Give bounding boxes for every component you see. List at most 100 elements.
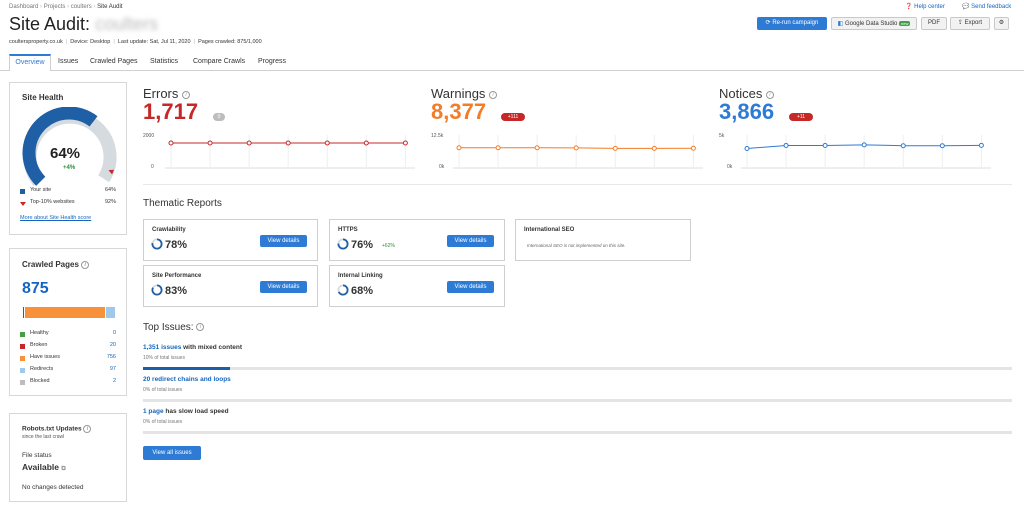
site-health-title: Site Health: [22, 93, 64, 102]
legend-your-site: Your site 64%: [20, 187, 116, 197]
legend-swatch: [20, 332, 25, 337]
chart-point: [573, 145, 579, 151]
google-data-studio-button[interactable]: ◧ Google Data Studio new: [831, 17, 917, 30]
metric-0-axis-bottom: 0: [151, 164, 154, 170]
metric-1-delta-badge: +111: [501, 113, 525, 121]
https-ring: [337, 238, 349, 250]
metric-0-delta-badge: 0: [213, 113, 225, 121]
chart-point: [207, 140, 213, 146]
site-health-panel: Site Health 64% +4% Your site 64% Top-10…: [9, 82, 127, 235]
tab-compare-crawls[interactable]: Compare Crawls: [193, 58, 246, 65]
crawlability-ring: [151, 238, 163, 250]
metrics-divider: [143, 184, 1012, 185]
crawled-pages-bar: [22, 307, 116, 318]
bar-segment-broken[interactable]: [22, 307, 25, 318]
robots-changes: No changes detected: [22, 484, 84, 491]
breadcrumb-projects[interactable]: Projects: [43, 4, 66, 10]
chart-point: [285, 140, 291, 146]
info-icon[interactable]: i: [765, 90, 774, 99]
gauge-fill: [22, 107, 98, 186]
report-international-seo: International SEO International SEO is n…: [515, 219, 691, 261]
top10-marker: [108, 169, 115, 175]
internal-linking-ring: [337, 284, 349, 296]
info-icon[interactable]: i: [196, 323, 205, 332]
issue-redirect-chains-link[interactable]: 20 redirect chains and loops: [143, 376, 231, 383]
breadcrumb-site-audit: Site Audit: [97, 4, 123, 10]
settings-button[interactable]: ⚙: [994, 17, 1009, 30]
metric-2-chart: [741, 135, 991, 169]
triangle-down-icon: [20, 202, 26, 206]
info-icon[interactable]: i: [489, 90, 498, 99]
metric-1-axis-top: 12.5k: [431, 133, 444, 139]
legend-redirects: Redirects 97: [20, 366, 116, 376]
metric-2-value[interactable]: 3,866: [719, 99, 775, 124]
metric-1-value[interactable]: 8,377: [431, 99, 487, 124]
legend-swatch: [20, 380, 25, 385]
bar-segment-redirects[interactable]: [104, 307, 115, 318]
info-icon[interactable]: i: [182, 90, 191, 99]
issue-slow-load: 1 page has slow load speed: [143, 408, 229, 415]
new-badge: new: [899, 21, 911, 26]
site-performance-view-details-button[interactable]: View details: [260, 281, 307, 293]
send-feedback-link[interactable]: 💬 Send feedback: [962, 4, 1012, 10]
chart-point: [612, 145, 618, 151]
https-delta: +62%: [382, 243, 395, 249]
report-crawlability: Crawlability 78% View details: [143, 219, 318, 261]
pages-crawled: Pages crawled: 875/1,000: [198, 39, 262, 45]
chart-point: [861, 142, 867, 148]
view-all-issues-button[interactable]: View all issues: [143, 446, 201, 460]
tab-statistics[interactable]: Statistics: [150, 58, 179, 65]
report-https: HTTPS 76% +62% View details: [329, 219, 505, 261]
info-icon[interactable]: i: [83, 425, 92, 433]
crawled-pages-total[interactable]: 875: [22, 280, 49, 297]
project-name: coulters: [95, 14, 159, 34]
legend-healthy: Healthy 0: [20, 330, 116, 340]
device: Device: Desktop: [70, 39, 111, 45]
legend-swatch: [20, 344, 25, 349]
top-issues-title: Top Issues: i: [143, 322, 205, 333]
breadcrumb-coulters[interactable]: coulters: [70, 4, 92, 10]
metric-2-axis-top: 5k: [719, 133, 725, 139]
help-center-link[interactable]: ❓ Help center: [905, 4, 945, 10]
robots-panel: Robots.txt Updates i since the last craw…: [9, 413, 127, 502]
issue-slow-load-bar: [143, 431, 1012, 434]
legend-blocked: Blocked 2: [20, 378, 116, 388]
export-button[interactable]: ⇪ Export: [950, 17, 990, 30]
chart-point: [402, 140, 408, 146]
metric-0-value[interactable]: 1,717: [143, 99, 199, 124]
more-about-site-health-link[interactable]: More about Site Health score: [20, 215, 92, 221]
last-update: Last update: Sat, Jul 11, 2020: [117, 39, 191, 45]
pdf-button[interactable]: PDF: [921, 17, 947, 30]
crawlability-view-details-button[interactable]: View details: [260, 235, 307, 247]
bar-segment-blocked[interactable]: [115, 307, 116, 318]
issue-mixed-content-share: 10% of total issues: [143, 355, 185, 361]
tab-crawled-pages[interactable]: Crawled Pages: [90, 58, 138, 65]
thematic-reports-title: Thematic Reports: [143, 198, 222, 209]
tab-issues[interactable]: Issues: [58, 58, 79, 65]
chart-point: [744, 146, 750, 152]
ring-fill: [337, 284, 349, 296]
chart-point: [978, 142, 984, 148]
issue-slow-load-link[interactable]: 1 page: [143, 408, 164, 415]
issue-redirect-chains-share: 0% of total issues: [143, 387, 183, 393]
legend-swatch: [20, 189, 25, 194]
https-view-details-button[interactable]: View details: [447, 235, 494, 247]
robots-title: Robots.txt Updates i: [22, 425, 92, 433]
chart-point: [534, 145, 540, 151]
chart-point: [939, 143, 945, 149]
external-link-icon[interactable]: ⧉: [61, 466, 66, 472]
issue-mixed-content-link[interactable]: 1,351 issues: [143, 344, 182, 351]
tab-progress[interactable]: Progress: [258, 58, 287, 65]
tab-overview[interactable]: Overview: [9, 54, 51, 71]
chart-point: [495, 145, 501, 151]
site-health-gauge: [22, 107, 117, 186]
breadcrumb-dashboard[interactable]: Dashboard: [9, 4, 39, 10]
bar-segment-have-issues[interactable]: [24, 307, 105, 318]
metric-0-title: Errors i: [143, 86, 191, 101]
rerun-campaign-button[interactable]: ⟳ Re-run campaign: [757, 17, 827, 30]
ring-fill: [337, 238, 349, 250]
info-icon[interactable]: i: [81, 260, 90, 269]
internal-linking-view-details-button[interactable]: View details: [447, 281, 494, 293]
metric-0-axis-top: 2000: [143, 133, 155, 139]
metric-1-title: Warnings i: [431, 86, 498, 101]
